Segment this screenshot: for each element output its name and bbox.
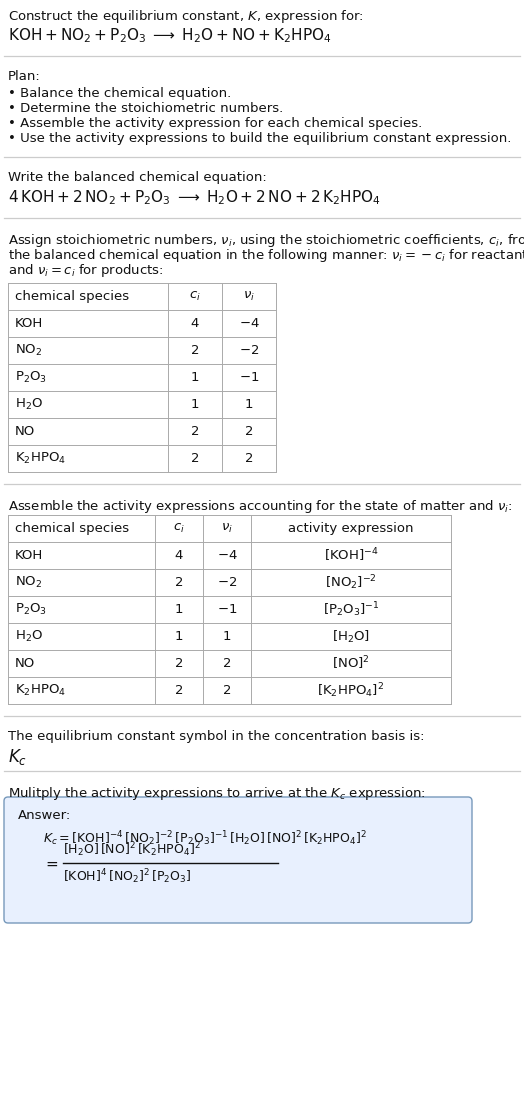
Text: $c_i$: $c_i$ xyxy=(189,290,201,303)
Text: $[\mathrm{NO_2}]^{-2}$: $[\mathrm{NO_2}]^{-2}$ xyxy=(325,574,377,592)
Text: $\mathrm{K_2HPO_4}$: $\mathrm{K_2HPO_4}$ xyxy=(15,682,66,698)
Text: $[\mathrm{H_2O}]$: $[\mathrm{H_2O}]$ xyxy=(332,629,370,644)
Text: KOH: KOH xyxy=(15,317,43,330)
Text: • Balance the chemical equation.: • Balance the chemical equation. xyxy=(8,87,231,100)
Text: $=$: $=$ xyxy=(43,855,59,870)
Text: 2: 2 xyxy=(174,657,183,670)
Text: 2: 2 xyxy=(245,452,253,465)
Text: $K_c$: $K_c$ xyxy=(8,747,27,767)
Text: $[\mathrm{K_2HPO_4}]^2$: $[\mathrm{K_2HPO_4}]^2$ xyxy=(318,681,385,700)
Text: Plan:: Plan: xyxy=(8,70,41,84)
Text: $\mathrm{P_2O_3}$: $\mathrm{P_2O_3}$ xyxy=(15,370,47,385)
Text: $[\mathrm{KOH}]^4\,[\mathrm{NO_2}]^2\,[\mathrm{P_2O_3}]$: $[\mathrm{KOH}]^4\,[\mathrm{NO_2}]^2\,[\… xyxy=(63,867,191,886)
Text: 1: 1 xyxy=(174,603,183,617)
Text: activity expression: activity expression xyxy=(288,522,414,535)
Text: The equilibrium constant symbol in the concentration basis is:: The equilibrium constant symbol in the c… xyxy=(8,730,424,743)
Text: $\mathrm{H_2O}$: $\mathrm{H_2O}$ xyxy=(15,629,43,644)
Text: • Determine the stoichiometric numbers.: • Determine the stoichiometric numbers. xyxy=(8,102,283,115)
Text: $\mathrm{4\,KOH + 2\,NO_2 + P_2O_3 \;\longrightarrow\; H_2O + 2\,NO + 2\,K_2HPO_: $\mathrm{4\,KOH + 2\,NO_2 + P_2O_3 \;\lo… xyxy=(8,188,380,207)
Text: $-4$: $-4$ xyxy=(238,317,259,330)
Text: $K_c = [\mathrm{KOH}]^{-4}\,[\mathrm{NO_2}]^{-2}\,[\mathrm{P_2O_3}]^{-1}\,[\math: $K_c = [\mathrm{KOH}]^{-4}\,[\mathrm{NO_… xyxy=(43,829,367,847)
Text: 4: 4 xyxy=(191,317,199,330)
Text: $\mathrm{NO_2}$: $\mathrm{NO_2}$ xyxy=(15,343,42,358)
Text: $\nu_i$: $\nu_i$ xyxy=(243,290,255,303)
Text: $[\mathrm{H_2O}]\,[\mathrm{NO}]^2\,[\mathrm{K_2HPO_4}]^2$: $[\mathrm{H_2O}]\,[\mathrm{NO}]^2\,[\mat… xyxy=(63,841,201,859)
Text: 2: 2 xyxy=(223,657,231,670)
Text: 2: 2 xyxy=(191,344,199,357)
Text: $\mathrm{KOH + NO_2 + P_2O_3 \;\longrightarrow\; H_2O + NO + K_2HPO_4}$: $\mathrm{KOH + NO_2 + P_2O_3 \;\longrigh… xyxy=(8,26,332,45)
Text: NO: NO xyxy=(15,657,35,670)
FancyBboxPatch shape xyxy=(4,797,472,923)
Text: $-1$: $-1$ xyxy=(239,371,259,384)
Text: 1: 1 xyxy=(191,371,199,384)
Text: NO: NO xyxy=(15,425,35,439)
Text: • Assemble the activity expression for each chemical species.: • Assemble the activity expression for e… xyxy=(8,116,422,130)
Text: $[\mathrm{KOH}]^{-4}$: $[\mathrm{KOH}]^{-4}$ xyxy=(324,546,378,564)
Text: Assign stoichiometric numbers, $\nu_i$, using the stoichiometric coefficients, $: Assign stoichiometric numbers, $\nu_i$, … xyxy=(8,232,524,249)
Text: 2: 2 xyxy=(174,684,183,697)
Text: the balanced chemical equation in the following manner: $\nu_i = -c_i$ for react: the balanced chemical equation in the fo… xyxy=(8,247,524,264)
Text: $\mathrm{K_2HPO_4}$: $\mathrm{K_2HPO_4}$ xyxy=(15,451,66,466)
Text: 2: 2 xyxy=(174,576,183,589)
Text: chemical species: chemical species xyxy=(15,290,129,303)
Text: $-2$: $-2$ xyxy=(239,344,259,357)
Text: $-1$: $-1$ xyxy=(217,603,237,617)
Text: 1: 1 xyxy=(245,398,253,411)
Text: Assemble the activity expressions accounting for the state of matter and $\nu_i$: Assemble the activity expressions accoun… xyxy=(8,498,512,515)
Text: Construct the equilibrium constant, $K$, expression for:: Construct the equilibrium constant, $K$,… xyxy=(8,8,364,25)
Text: $\mathrm{H_2O}$: $\mathrm{H_2O}$ xyxy=(15,397,43,412)
Text: $c_i$: $c_i$ xyxy=(173,522,185,535)
Text: 2: 2 xyxy=(223,684,231,697)
Text: $\nu_i$: $\nu_i$ xyxy=(221,522,233,535)
Text: • Use the activity expressions to build the equilibrium constant expression.: • Use the activity expressions to build … xyxy=(8,132,511,145)
Text: 1: 1 xyxy=(223,630,231,643)
Text: Write the balanced chemical equation:: Write the balanced chemical equation: xyxy=(8,171,267,184)
Text: and $\nu_i = c_i$ for products:: and $\nu_i = c_i$ for products: xyxy=(8,262,163,279)
Text: chemical species: chemical species xyxy=(15,522,129,535)
Text: KOH: KOH xyxy=(15,550,43,562)
Text: Mulitply the activity expressions to arrive at the $K_c$ expression:: Mulitply the activity expressions to arr… xyxy=(8,785,426,802)
Text: 2: 2 xyxy=(245,425,253,439)
Text: $\mathrm{NO_2}$: $\mathrm{NO_2}$ xyxy=(15,575,42,590)
Text: $\mathrm{P_2O_3}$: $\mathrm{P_2O_3}$ xyxy=(15,602,47,617)
Text: 1: 1 xyxy=(191,398,199,411)
Text: $-2$: $-2$ xyxy=(217,576,237,589)
Text: 2: 2 xyxy=(191,452,199,465)
Text: 2: 2 xyxy=(191,425,199,439)
Text: Answer:: Answer: xyxy=(18,809,71,822)
Text: 4: 4 xyxy=(175,550,183,562)
Text: $[\mathrm{P_2O_3}]^{-1}$: $[\mathrm{P_2O_3}]^{-1}$ xyxy=(323,600,379,619)
Text: 1: 1 xyxy=(174,630,183,643)
Text: $-4$: $-4$ xyxy=(216,550,237,562)
Text: $[\mathrm{NO}]^2$: $[\mathrm{NO}]^2$ xyxy=(332,655,370,673)
